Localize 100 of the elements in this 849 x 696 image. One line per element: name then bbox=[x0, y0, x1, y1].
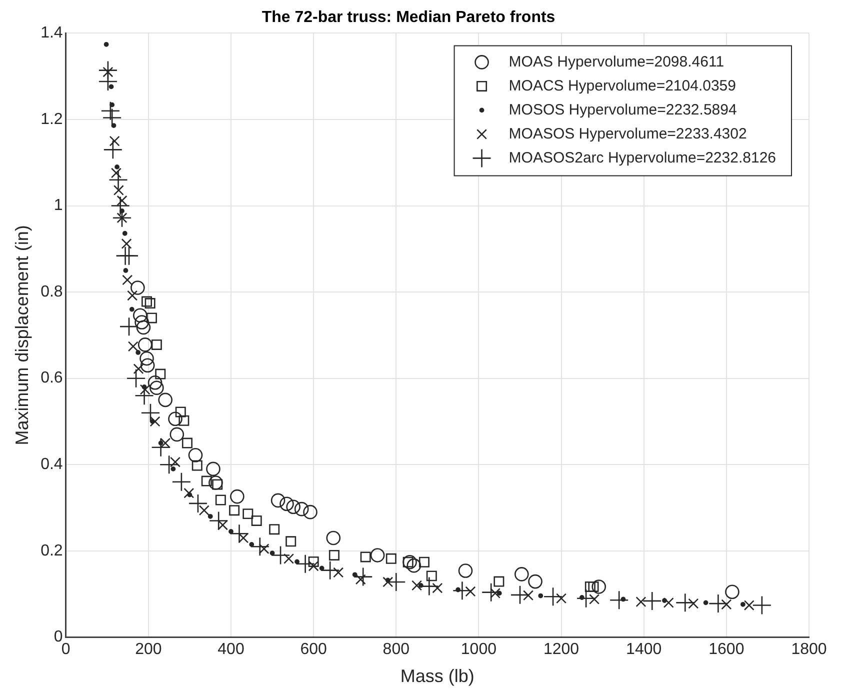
point bbox=[140, 403, 160, 423]
point bbox=[121, 238, 132, 249]
point bbox=[319, 566, 324, 571]
point bbox=[352, 572, 358, 578]
x-tick-label: 600 bbox=[300, 641, 328, 658]
point bbox=[151, 339, 162, 350]
point bbox=[465, 586, 476, 597]
point bbox=[308, 556, 319, 567]
point bbox=[127, 290, 138, 301]
point bbox=[496, 590, 502, 596]
point bbox=[662, 598, 667, 603]
y-tick-label: 1.4 bbox=[40, 24, 63, 42]
point bbox=[269, 524, 280, 535]
point bbox=[110, 196, 130, 216]
point bbox=[708, 594, 728, 614]
point bbox=[353, 567, 373, 586]
legend-label: MOASOS Hypervolume=2233.4302 bbox=[508, 125, 747, 142]
x-tick-label: 400 bbox=[218, 641, 244, 658]
point bbox=[494, 576, 504, 587]
point bbox=[412, 580, 422, 591]
point bbox=[284, 553, 294, 564]
point bbox=[620, 596, 626, 602]
point bbox=[740, 602, 746, 607]
point bbox=[138, 338, 152, 352]
point bbox=[579, 595, 584, 600]
point bbox=[642, 591, 662, 611]
point bbox=[303, 504, 318, 520]
point bbox=[510, 585, 530, 605]
x-tick-label: 1800 bbox=[791, 641, 827, 658]
point bbox=[589, 594, 600, 604]
point bbox=[182, 438, 192, 448]
point bbox=[609, 590, 629, 610]
point bbox=[286, 536, 296, 547]
point bbox=[98, 72, 118, 92]
point bbox=[688, 598, 699, 609]
point bbox=[159, 454, 179, 474]
point bbox=[592, 580, 606, 594]
y-tick-label: 0.4 bbox=[40, 456, 63, 474]
point bbox=[158, 440, 164, 446]
point bbox=[129, 306, 134, 312]
point bbox=[103, 140, 123, 160]
point bbox=[151, 438, 170, 458]
point bbox=[142, 296, 152, 307]
point bbox=[150, 380, 164, 395]
point bbox=[146, 312, 157, 324]
point bbox=[108, 84, 114, 90]
point bbox=[136, 350, 141, 355]
point bbox=[170, 427, 184, 442]
point bbox=[280, 496, 294, 512]
point bbox=[144, 298, 156, 309]
point bbox=[170, 456, 180, 468]
point bbox=[286, 500, 300, 514]
point bbox=[134, 315, 149, 330]
point bbox=[636, 596, 646, 608]
point bbox=[514, 567, 529, 582]
point bbox=[208, 514, 213, 519]
chart-title: The 72-bar truss: Median Pareto fronts bbox=[262, 9, 556, 26]
point bbox=[102, 66, 114, 78]
legend-label: MOAS Hypervolume=2098.4611 bbox=[508, 53, 724, 70]
point bbox=[402, 554, 417, 570]
point bbox=[229, 505, 240, 516]
point bbox=[326, 530, 341, 546]
point bbox=[140, 358, 155, 373]
point bbox=[418, 582, 424, 588]
point bbox=[126, 368, 146, 388]
point bbox=[140, 351, 154, 366]
point bbox=[418, 556, 430, 568]
point bbox=[172, 472, 192, 492]
point bbox=[208, 511, 228, 530]
point bbox=[158, 392, 172, 408]
point bbox=[178, 415, 190, 426]
point bbox=[663, 597, 674, 608]
point bbox=[385, 578, 390, 583]
point bbox=[458, 564, 473, 578]
point bbox=[188, 448, 203, 462]
point bbox=[584, 581, 596, 592]
y-tick-label: 0.8 bbox=[40, 283, 63, 300]
point bbox=[360, 552, 371, 562]
point bbox=[456, 587, 461, 592]
point bbox=[523, 590, 534, 601]
point bbox=[328, 550, 340, 560]
point bbox=[113, 184, 124, 196]
point bbox=[184, 488, 194, 498]
point bbox=[333, 567, 344, 578]
point bbox=[230, 524, 249, 544]
point bbox=[490, 588, 500, 598]
point bbox=[123, 268, 128, 273]
point bbox=[111, 123, 116, 128]
point bbox=[136, 320, 151, 335]
x-tick-label: 800 bbox=[382, 641, 410, 658]
y-tick-label: 0.2 bbox=[40, 542, 63, 560]
point bbox=[744, 600, 754, 611]
point bbox=[228, 529, 234, 534]
y-axis-title: Maximum displacement (in) bbox=[12, 225, 32, 446]
x-tick-label: 1600 bbox=[708, 641, 744, 658]
point bbox=[725, 584, 740, 600]
x-axis-title: Mass (lb) bbox=[400, 666, 474, 686]
point bbox=[133, 364, 144, 374]
x-tick-label: 1400 bbox=[626, 641, 662, 658]
point bbox=[150, 416, 160, 427]
